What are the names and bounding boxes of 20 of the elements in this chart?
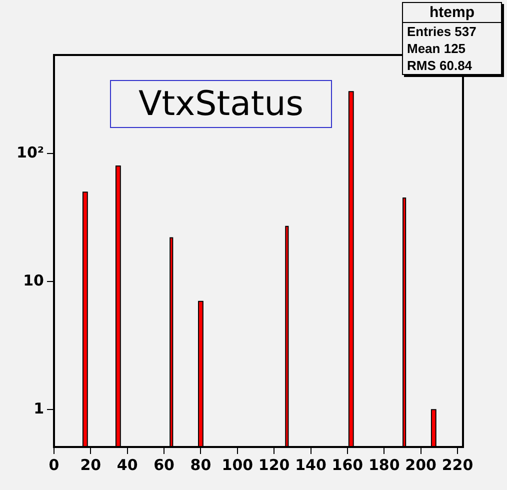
y-tick-label: 10 xyxy=(23,272,44,290)
annotation: Mean 125 xyxy=(406,40,467,57)
x-tick-label: 20 xyxy=(80,456,102,474)
x-tick-label: 140 xyxy=(295,456,326,474)
annotation: RMS 60.84 xyxy=(406,57,474,74)
x-tick-label: 100 xyxy=(222,456,254,474)
y-tick-label: 1 xyxy=(34,399,44,418)
x-tick-label: 0 xyxy=(48,456,60,474)
x-tick-label: 220 xyxy=(442,456,474,474)
text: htemp xyxy=(403,3,501,23)
x-tick-label: 180 xyxy=(368,456,400,474)
x-tick-label: 160 xyxy=(332,456,364,474)
x-tick-label: 80 xyxy=(190,456,212,474)
y-tick-label: 10² xyxy=(16,144,44,162)
text: Entries 537 xyxy=(406,23,478,40)
x-tick-label: 200 xyxy=(405,456,436,474)
x-tick-label: 40 xyxy=(116,456,138,474)
x-tick-label: 120 xyxy=(258,456,290,474)
x-tick-label: 60 xyxy=(154,456,174,474)
text: VtxStatus xyxy=(110,80,332,128)
